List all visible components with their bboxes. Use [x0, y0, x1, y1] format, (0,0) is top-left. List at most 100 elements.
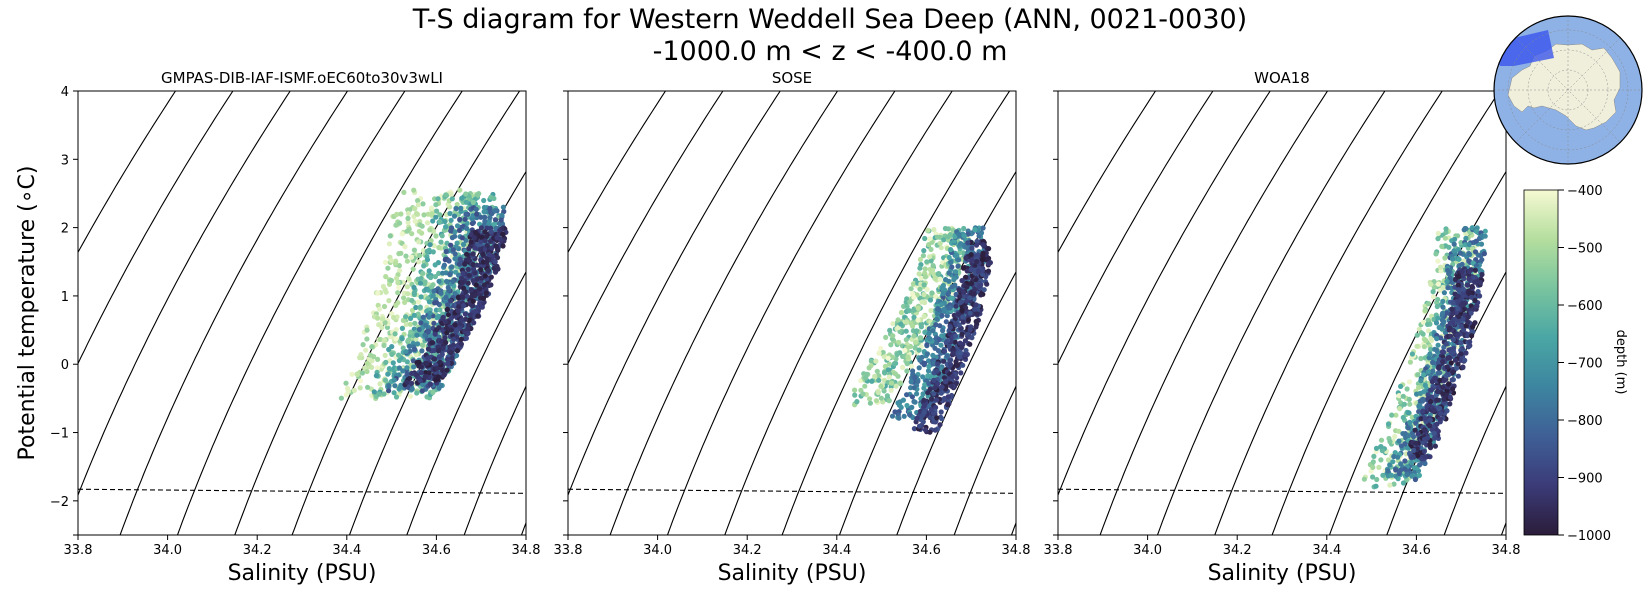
freezing-line: [78, 488, 526, 494]
ts-point: [947, 305, 953, 311]
ts-point: [488, 229, 494, 235]
ts-point: [1435, 236, 1441, 242]
ts-point: [470, 219, 476, 226]
ts-point: [465, 329, 471, 335]
ts-point: [426, 299, 432, 305]
ts-point: [956, 257, 962, 263]
x-tick-label: 33.8: [554, 543, 583, 558]
ts-point: [398, 250, 404, 256]
ts-point: [399, 336, 405, 342]
ts-point: [1479, 271, 1485, 278]
ts-point: [443, 248, 449, 255]
ts-point: [386, 383, 392, 389]
ts-point: [430, 218, 436, 224]
ts-point: [932, 275, 938, 281]
ts-point: [394, 211, 400, 217]
ts-point: [957, 340, 963, 346]
ts-point: [478, 238, 484, 245]
ts-point: [887, 327, 893, 333]
ts-point: [411, 364, 417, 370]
ts-point: [1472, 274, 1478, 281]
x-tick-label: 34.4: [332, 543, 361, 558]
ts-point: [431, 320, 437, 326]
ts-point: [903, 337, 909, 343]
ts-point: [941, 237, 947, 243]
ts-point: [382, 259, 389, 265]
ts-point: [1411, 465, 1417, 471]
x-tick-label: 34.2: [243, 543, 272, 558]
ts-point: [1370, 474, 1376, 480]
ts-point: [437, 382, 443, 388]
ts-point: [1393, 412, 1399, 418]
ts-point: [936, 337, 942, 343]
density-contour: [78, 91, 291, 497]
density-contour: [406, 270, 526, 535]
figure-title-line1: T-S diagram for Western Weddell Sea Deep…: [412, 4, 1247, 35]
ts-point: [888, 342, 894, 348]
ts-point: [972, 287, 978, 293]
ts-point: [429, 211, 435, 217]
ts-point: [492, 221, 498, 227]
ts-point: [939, 384, 945, 390]
ts-point: [985, 268, 992, 274]
ts-point: [1427, 442, 1433, 448]
ts-point: [922, 235, 928, 242]
ts-point: [449, 196, 455, 202]
ts-point: [409, 231, 415, 237]
ts-point: [364, 360, 370, 366]
ts-point: [1407, 359, 1413, 365]
y-axis-label: Potential temperature (∘C): [15, 166, 40, 461]
ts-point: [916, 365, 922, 371]
ts-point: [398, 382, 404, 388]
region-inset-map: [1493, 15, 1643, 165]
ts-point: [1460, 293, 1466, 299]
ts-point: [462, 261, 468, 267]
ts-point: [396, 352, 402, 358]
ts-point: [1404, 386, 1410, 392]
ts-point: [419, 388, 425, 394]
ts-point: [889, 413, 896, 419]
ts-point: [1465, 319, 1471, 325]
ts-point: [935, 306, 941, 312]
ts-point: [1388, 472, 1394, 478]
ts-point: [455, 308, 461, 314]
ts-point: [975, 252, 981, 258]
ts-point: [921, 248, 927, 254]
ts-point: [413, 304, 419, 311]
colorbar-tick-label: −400: [1567, 184, 1603, 199]
ts-point: [1447, 325, 1453, 331]
ts-point: [473, 282, 479, 288]
ts-point: [1393, 467, 1399, 473]
density-contour: [119, 91, 349, 535]
ts-point: [1428, 387, 1434, 393]
ts-point: [1396, 393, 1402, 399]
ts-point: [1402, 458, 1408, 464]
ts-point: [934, 368, 940, 374]
ts-point: [364, 327, 370, 333]
ts-point: [418, 320, 424, 326]
ts-point: [1450, 300, 1456, 306]
ts-point: [904, 319, 910, 325]
ts-point: [963, 274, 969, 280]
ts-point: [415, 311, 421, 317]
ts-point: [1427, 417, 1433, 423]
ts-point: [442, 319, 448, 325]
plot-frame: [1057, 90, 1507, 536]
ts-point: [1387, 462, 1393, 468]
ts-point: [484, 259, 490, 265]
ts-point: [436, 313, 442, 319]
ts-point: [961, 293, 967, 299]
ts-point: [1449, 306, 1455, 312]
ts-point: [927, 336, 933, 342]
ts-point: [421, 263, 427, 269]
ts-point: [890, 333, 896, 339]
ts-point: [465, 326, 471, 332]
ts-point: [968, 280, 975, 286]
ts-point: [364, 336, 370, 342]
plot-frame: [567, 90, 1017, 536]
ts-point: [420, 314, 426, 320]
ts-point: [418, 275, 424, 282]
ts-point: [459, 317, 465, 323]
ts-point: [957, 294, 963, 300]
ts-point: [1441, 290, 1447, 296]
